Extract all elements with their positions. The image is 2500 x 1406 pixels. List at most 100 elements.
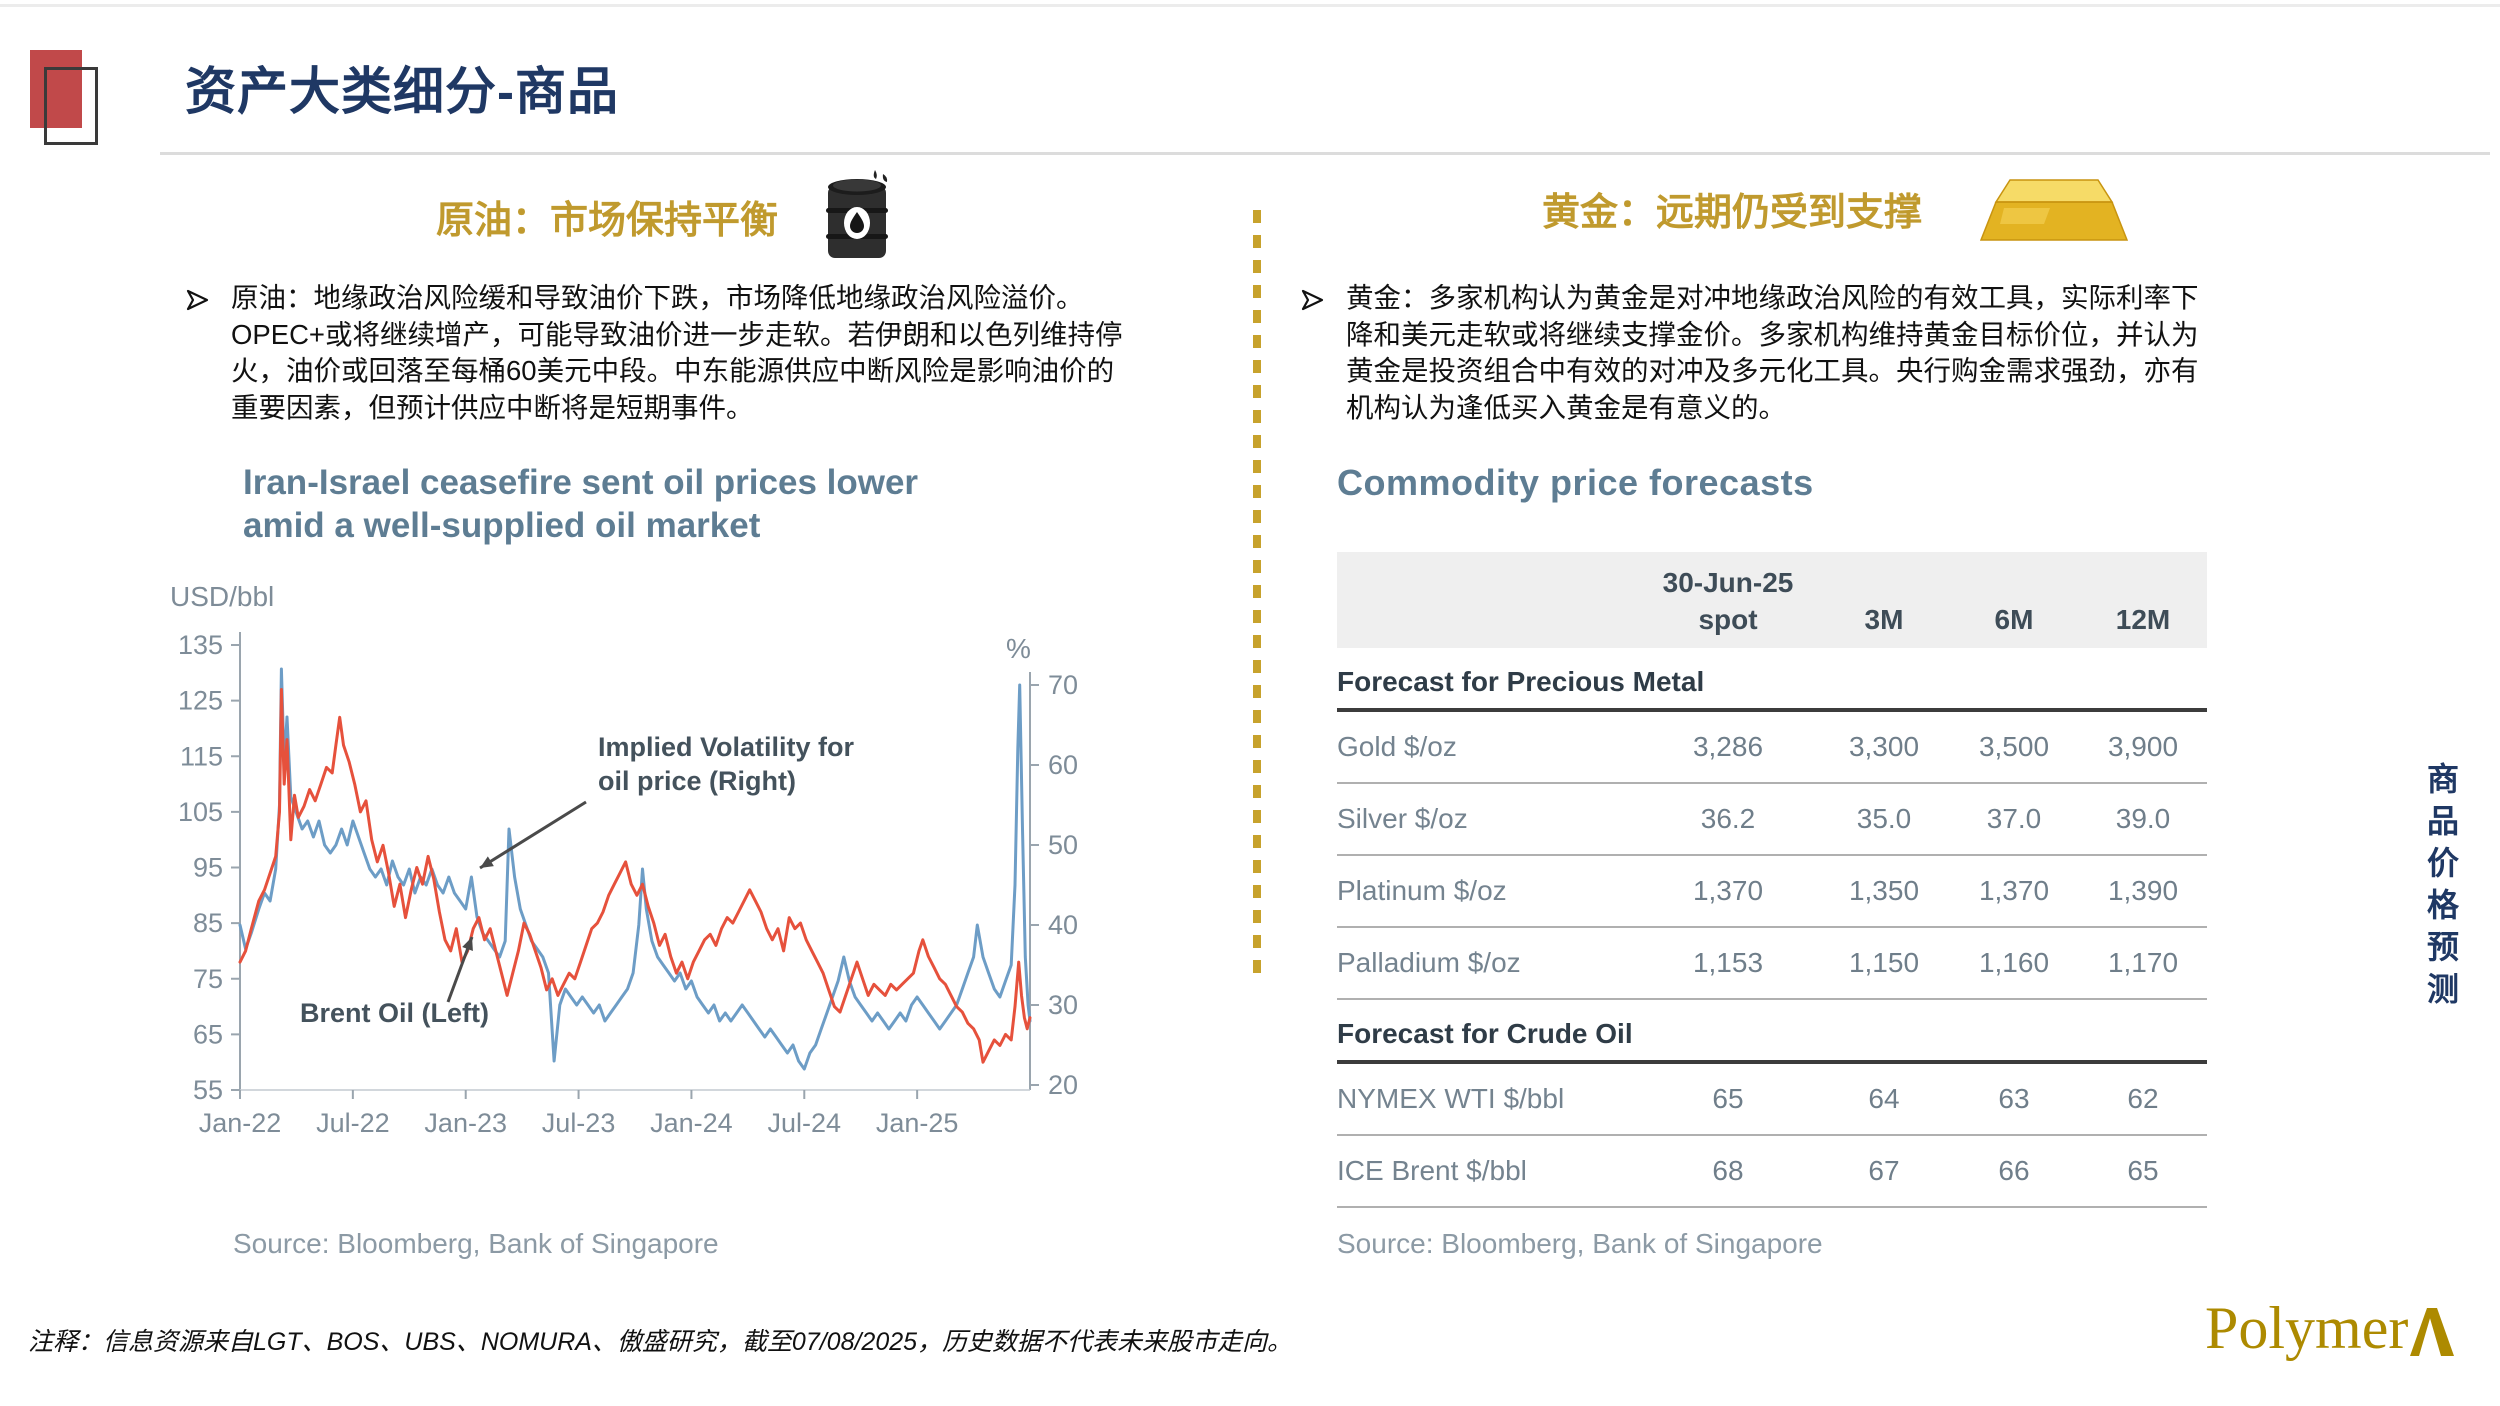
chart-text: 75 (193, 964, 223, 994)
row-value: 64 (1868, 1083, 1900, 1114)
chart-text: Brent Oil (Left) (300, 998, 489, 1028)
table-row: ICE Brent $/bbl 68 67 66 65 (1337, 1136, 2207, 1208)
row-value: 1,160 (1978, 947, 2050, 978)
forecast-table-title: Commodity price forecasts (1337, 462, 1814, 503)
deco-red-square (30, 50, 82, 128)
chart-text: 40 (1048, 910, 1078, 940)
gold-bullet: 黄金：多家机构认为黄金是对冲地缘政治风险的有效工具，实际利率下降和美元走软或将继… (1300, 280, 2240, 426)
chart-text: 60 (1048, 750, 1078, 780)
row-label: NYMEX WTI $/bbl (1337, 1083, 1565, 1114)
row-value: 3,500 (1978, 731, 2050, 762)
side-label: 商品价格预测 (2423, 762, 2459, 1014)
chart-text: Implied Volatility for (598, 732, 855, 762)
chart-text: oil price (Right) (598, 766, 796, 796)
row-value: 3,300 (1848, 731, 1920, 762)
table-section-header: Forecast for Precious Metal (1337, 656, 2207, 712)
chart-text: 115 (180, 741, 223, 771)
chart-text: 85 (193, 908, 223, 938)
row-value: 1,390 (2107, 875, 2179, 906)
forecast-table: 30-Jun-25 spot 3M 6M 12M Forecast for Preciou… (1337, 552, 2207, 1208)
oil-chart-title: Iran-Israel ceasefire sent oil prices lo… (243, 462, 1063, 547)
chart-text: 50 (1048, 830, 1078, 860)
table-header-cell: 12M (2115, 603, 2171, 635)
row-value: 63 (1998, 1083, 2030, 1114)
row-value: 3,900 (2107, 731, 2179, 762)
row-label: Silver $/oz (1337, 803, 1468, 834)
chart-text: 70 (1048, 670, 1078, 700)
row-value: 66 (1998, 1155, 2030, 1186)
chart-text: 125 (178, 686, 223, 716)
row-value: 39.0 (2115, 803, 2171, 834)
chart-text: Jan-24 (650, 1108, 733, 1138)
forecast-table-source: Source: Bloomberg, Bank of Singapore (1337, 1228, 1823, 1259)
bullet-arrow-icon (1301, 289, 1324, 311)
oil-price-chart: 135 125 115 105 95 85 75 65 55 70 60 50 40 30 20 Jan-22… (170, 581, 1078, 1138)
gold-bullet-text: 黄金：多家机构认为黄金是对冲地缘政治风险的有效工具，实际利率下降和美元走软或将继… (1346, 282, 2199, 423)
row-value: 35.0 (1856, 803, 1912, 834)
table-header-row: 30-Jun-25 spot 3M 6M 12M (1337, 552, 2207, 648)
annotation-arrowhead (462, 937, 473, 951)
chart-text: 105 (178, 797, 223, 827)
gold-bar-icon (1980, 179, 2128, 241)
chart-text: Jan-23 (424, 1108, 507, 1138)
row-value: 1,153 (1692, 947, 1764, 978)
chart-text: % (1006, 633, 1031, 664)
oil-chart-title-line1: Iran-Israel ceasefire sent oil prices lo… (243, 463, 919, 502)
chart-text: Jul-23 (542, 1108, 616, 1138)
annotation-arrow (479, 800, 587, 870)
title-divider (160, 152, 2490, 155)
slide-top-edge (0, 4, 2500, 7)
chart-text: 135 (178, 630, 223, 660)
table-header-cell: 3M (1864, 603, 1904, 635)
deco-outline-square (44, 67, 98, 145)
oil-bullet: 原油：地缘政治风险缓和导致油价下跌，市场降低地缘政治风险溢价。OPEC+或将继续… (185, 280, 1145, 426)
chart-text: Jul-24 (768, 1108, 842, 1138)
row-value: 68 (1712, 1155, 1744, 1186)
bullet-arrow-icon (186, 289, 209, 311)
gold-section-header: 黄金：远期仍受到支撑 (1330, 172, 2340, 244)
row-value: 36.2 (1700, 803, 1756, 834)
row-value: 1,370 (1978, 875, 2050, 906)
row-label: Platinum $/oz (1337, 875, 1507, 906)
gold-heading: 黄金：远期仍受到支撑 (1541, 191, 1922, 234)
row-value: 67 (1868, 1155, 1900, 1186)
logo-triangle-icon (2410, 1308, 2455, 1356)
row-value: 1,150 (1848, 947, 1920, 978)
row-value: 1,370 (1692, 875, 1764, 906)
row-label: Gold $/oz (1337, 731, 1457, 762)
oil-bullet-text: 原油：地缘政治风险缓和导致油价下跌，市场降低地缘政治风险溢价。OPEC+或将继续… (231, 282, 1123, 423)
row-label: Palladium $/oz (1337, 947, 1521, 978)
row-value: 65 (2127, 1155, 2159, 1186)
column-divider (1253, 210, 1261, 975)
chart-text: 30 (1048, 990, 1078, 1020)
footnote: 注释：信息资源来自LGT、BOS、UBS、NOMURA、傲盛研究，截至07/08… (28, 1328, 1293, 1356)
polymer-logo: Polymer (2205, 1295, 2455, 1361)
table-section-header: Forecast for Crude Oil (1337, 1008, 2207, 1064)
chart-text: Jan-25 (876, 1108, 959, 1138)
chart-text: 20 (1048, 1070, 1078, 1100)
row-value: 1,170 (2107, 947, 2179, 978)
row-value: 1,350 (1848, 875, 1920, 906)
oil-chart-source: Source: Bloomberg, Bank of Singapore (233, 1228, 719, 1259)
logo-text: Polymer (2205, 1295, 2409, 1361)
row-value: 62 (2127, 1083, 2159, 1114)
chart-text: 95 (193, 853, 223, 883)
oil-barrel-icon (826, 170, 888, 258)
implied-vol-line (238, 667, 1032, 1071)
oil-heading: 原油：市场保持平衡 (435, 199, 778, 242)
row-value: 3,286 (1692, 731, 1764, 762)
chart-text: 65 (193, 1019, 223, 1049)
table-row: NYMEX WTI $/bbl 65 64 63 62 (1337, 1064, 2207, 1136)
brent-oil-line (238, 688, 1032, 1064)
row-label: ICE Brent $/bbl (1337, 1155, 1527, 1186)
table-row: Palladium $/oz 1,153 1,150 1,160 1,170 (1337, 928, 2207, 1000)
chart-text: USD/bbl (170, 581, 274, 612)
table-row: Gold $/oz 3,286 3,300 3,500 3,900 (1337, 712, 2207, 784)
row-value: 65 (1712, 1083, 1744, 1114)
annotation-arrowhead (480, 856, 494, 868)
table-row: Silver $/oz 36.2 35.0 37.0 39.0 (1337, 784, 2207, 856)
chart-text: 55 (193, 1075, 223, 1105)
row-value: 37.0 (1986, 803, 2042, 834)
oil-section-header: 原油：市场保持平衡 (270, 168, 1060, 264)
table-header-cell: 30-Jun-25 spot (1662, 567, 1794, 635)
